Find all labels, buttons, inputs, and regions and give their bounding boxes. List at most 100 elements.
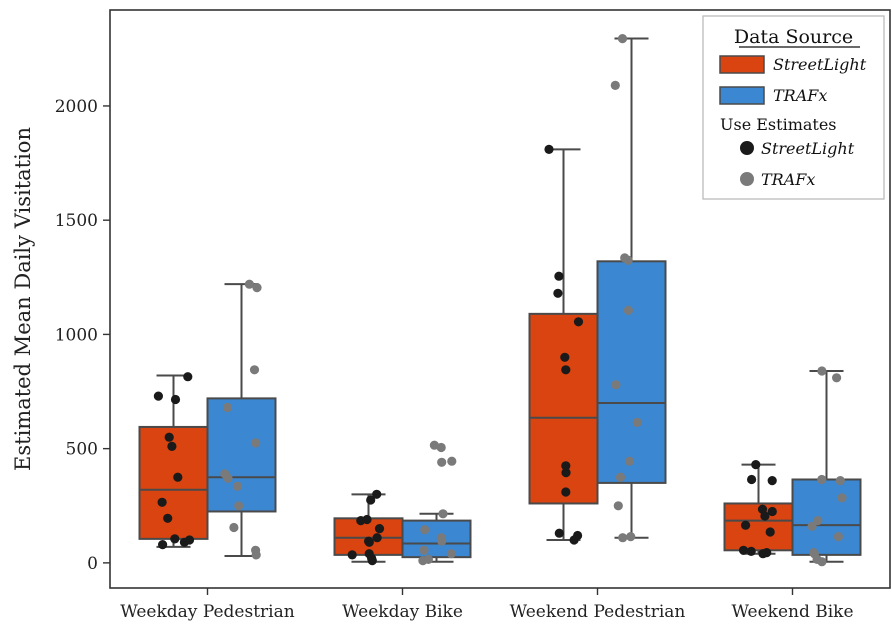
point-streetlight-weekend-pedestrian	[561, 461, 571, 471]
point-streetlight-weekday-bike	[372, 489, 382, 499]
legend-swatch-trafx	[719, 86, 765, 105]
box-trafx-weekend-bike	[791, 478, 862, 556]
point-trafx-weekday-pedestrian	[222, 402, 232, 413]
point-trafx-weekday-bike	[437, 536, 447, 546]
point-trafx-weekend-pedestrian	[617, 34, 628, 44]
point-streetlight-weekend-bike	[746, 546, 756, 557]
point-trafx-weekday-bike	[419, 545, 429, 555]
point-streetlight-weekend-pedestrian	[561, 468, 571, 478]
point-trafx-weekend-pedestrian	[610, 80, 620, 90]
point-streetlight-weekday-bike	[347, 550, 357, 560]
point-trafx-weekday-bike	[438, 509, 448, 519]
point-streetlight-weekend-bike	[758, 549, 768, 559]
point-trafx-weekend-pedestrian	[623, 255, 633, 265]
x-tick-label: Weekend Pedestrian	[510, 602, 686, 622]
point-streetlight-weekend-pedestrian	[553, 288, 563, 298]
point-streetlight-weekday-pedestrian	[170, 394, 181, 405]
point-streetlight-weekday-bike	[367, 556, 377, 566]
point-streetlight-weekend-bike	[741, 520, 751, 530]
point-streetlight-weekend-pedestrian	[544, 144, 554, 154]
legend-label-streetlight: StreetLight	[773, 55, 867, 74]
legend-swatch-streetlight	[719, 55, 765, 74]
point-trafx-weekend-bike	[837, 493, 847, 503]
y-tick-label: 1500	[55, 211, 98, 231]
y-axis-title: Estimated Mean Daily Visitation	[11, 127, 35, 471]
box-trafx-weekday-pedestrian	[206, 397, 277, 513]
y-axis: 0 500 1000 1500 2000	[55, 97, 110, 574]
point-trafx-weekend-bike	[817, 366, 827, 376]
point-trafx-weekend-bike	[835, 476, 845, 486]
point-trafx-weekday-pedestrian	[232, 481, 243, 491]
point-streetlight-weekday-pedestrian	[170, 534, 180, 544]
y-tick-label: 1000	[55, 325, 98, 345]
x-tick-label: Weekend Bike	[731, 602, 853, 622]
point-streetlight-weekday-pedestrian	[163, 513, 173, 523]
point-streetlight-weekend-bike	[767, 476, 777, 486]
point-trafx-weekend-pedestrian	[623, 305, 634, 315]
point-streetlight-weekday-pedestrian	[164, 432, 174, 442]
point-trafx-weekday-bike	[447, 456, 457, 466]
point-trafx-weekday-pedestrian	[229, 522, 239, 533]
y-tick-label: 0	[87, 554, 98, 574]
point-trafx-weekend-bike	[807, 521, 817, 531]
point-streetlight-weekday-pedestrian	[153, 391, 163, 401]
point-streetlight-weekend-pedestrian	[554, 528, 564, 538]
point-streetlight-weekday-pedestrian	[157, 497, 167, 507]
legend-label-trafx-points: TRAFx	[761, 170, 815, 189]
legend-label-streetlight-points: StreetLight	[761, 139, 855, 158]
point-trafx-weekend-pedestrian	[624, 456, 635, 466]
point-trafx-weekday-bike	[446, 549, 456, 559]
point-trafx-weekend-pedestrian	[613, 501, 623, 511]
y-tick-label: 2000	[55, 97, 98, 117]
point-trafx-weekday-pedestrian	[223, 473, 233, 483]
point-streetlight-weekend-bike	[760, 511, 770, 521]
point-streetlight-weekend-bike	[765, 527, 775, 537]
x-tick-label: Weekday Bike	[342, 602, 463, 622]
point-streetlight-weekday-pedestrian	[158, 540, 168, 550]
point-trafx-weekday-pedestrian	[234, 501, 244, 511]
point-streetlight-weekend-pedestrian	[561, 487, 571, 497]
point-trafx-weekday-bike	[437, 457, 447, 467]
point-trafx-weekend-pedestrian	[615, 472, 626, 482]
point-streetlight-weekday-pedestrian	[179, 537, 189, 547]
point-streetlight-weekday-pedestrian	[167, 441, 177, 451]
y-tick-label: 500	[66, 440, 98, 460]
point-trafx-weekend-bike	[832, 373, 842, 383]
point-streetlight-weekend-bike	[747, 474, 757, 485]
point-streetlight-weekend-bike	[738, 545, 749, 555]
point-streetlight-weekday-bike	[372, 533, 382, 543]
box-series	[138, 37, 862, 563]
point-trafx-weekend-pedestrian	[626, 532, 636, 542]
point-trafx-weekday-pedestrian	[244, 279, 254, 289]
point-trafx-weekend-pedestrian	[611, 380, 621, 390]
point-trafx-weekday-bike	[418, 556, 428, 566]
x-axis: Weekday Pedestrian Weekday Bike Weekend Pe…	[120, 588, 854, 622]
box-streetlight-weekday-bike	[333, 517, 404, 556]
point-trafx-weekend-bike	[833, 532, 844, 542]
point-streetlight-weekend-pedestrian	[573, 317, 584, 327]
legend-title: Data Source	[734, 26, 853, 48]
point-trafx-weekday-bike	[436, 442, 446, 453]
point-streetlight-weekend-pedestrian	[569, 535, 579, 545]
legend: Data Source StreetLight TRAFx Use Estima…	[702, 15, 885, 200]
point-streetlight-weekday-bike	[356, 516, 366, 526]
box-trafx-weekday-bike	[401, 519, 472, 559]
legend-label-trafx: TRAFx	[773, 86, 827, 105]
point-trafx-weekday-bike	[420, 525, 430, 535]
legend-marker-streetlight-points	[740, 141, 754, 155]
x-tick-label: Weekday Pedestrian	[120, 602, 294, 622]
point-streetlight-weekend-pedestrian	[554, 271, 564, 281]
point-trafx-weekday-pedestrian	[251, 438, 261, 448]
box-trafx-weekend-pedestrian	[596, 260, 667, 484]
plot-frame	[109, 9, 891, 589]
point-trafx-weekend-bike	[813, 516, 823, 526]
point-trafx-weekend-pedestrian	[618, 533, 628, 543]
point-trafx-weekend-bike	[817, 474, 827, 485]
point-streetlight-weekday-pedestrian	[173, 472, 183, 482]
point-streetlight-weekday-bike	[364, 537, 374, 547]
legend-marker-trafx-points	[740, 172, 754, 186]
point-streetlight-weekend-bike	[767, 506, 777, 517]
point-trafx-weekday-pedestrian	[252, 283, 262, 293]
point-streetlight-weekend-pedestrian	[560, 352, 570, 362]
point-trafx-weekend-pedestrian	[632, 417, 642, 427]
